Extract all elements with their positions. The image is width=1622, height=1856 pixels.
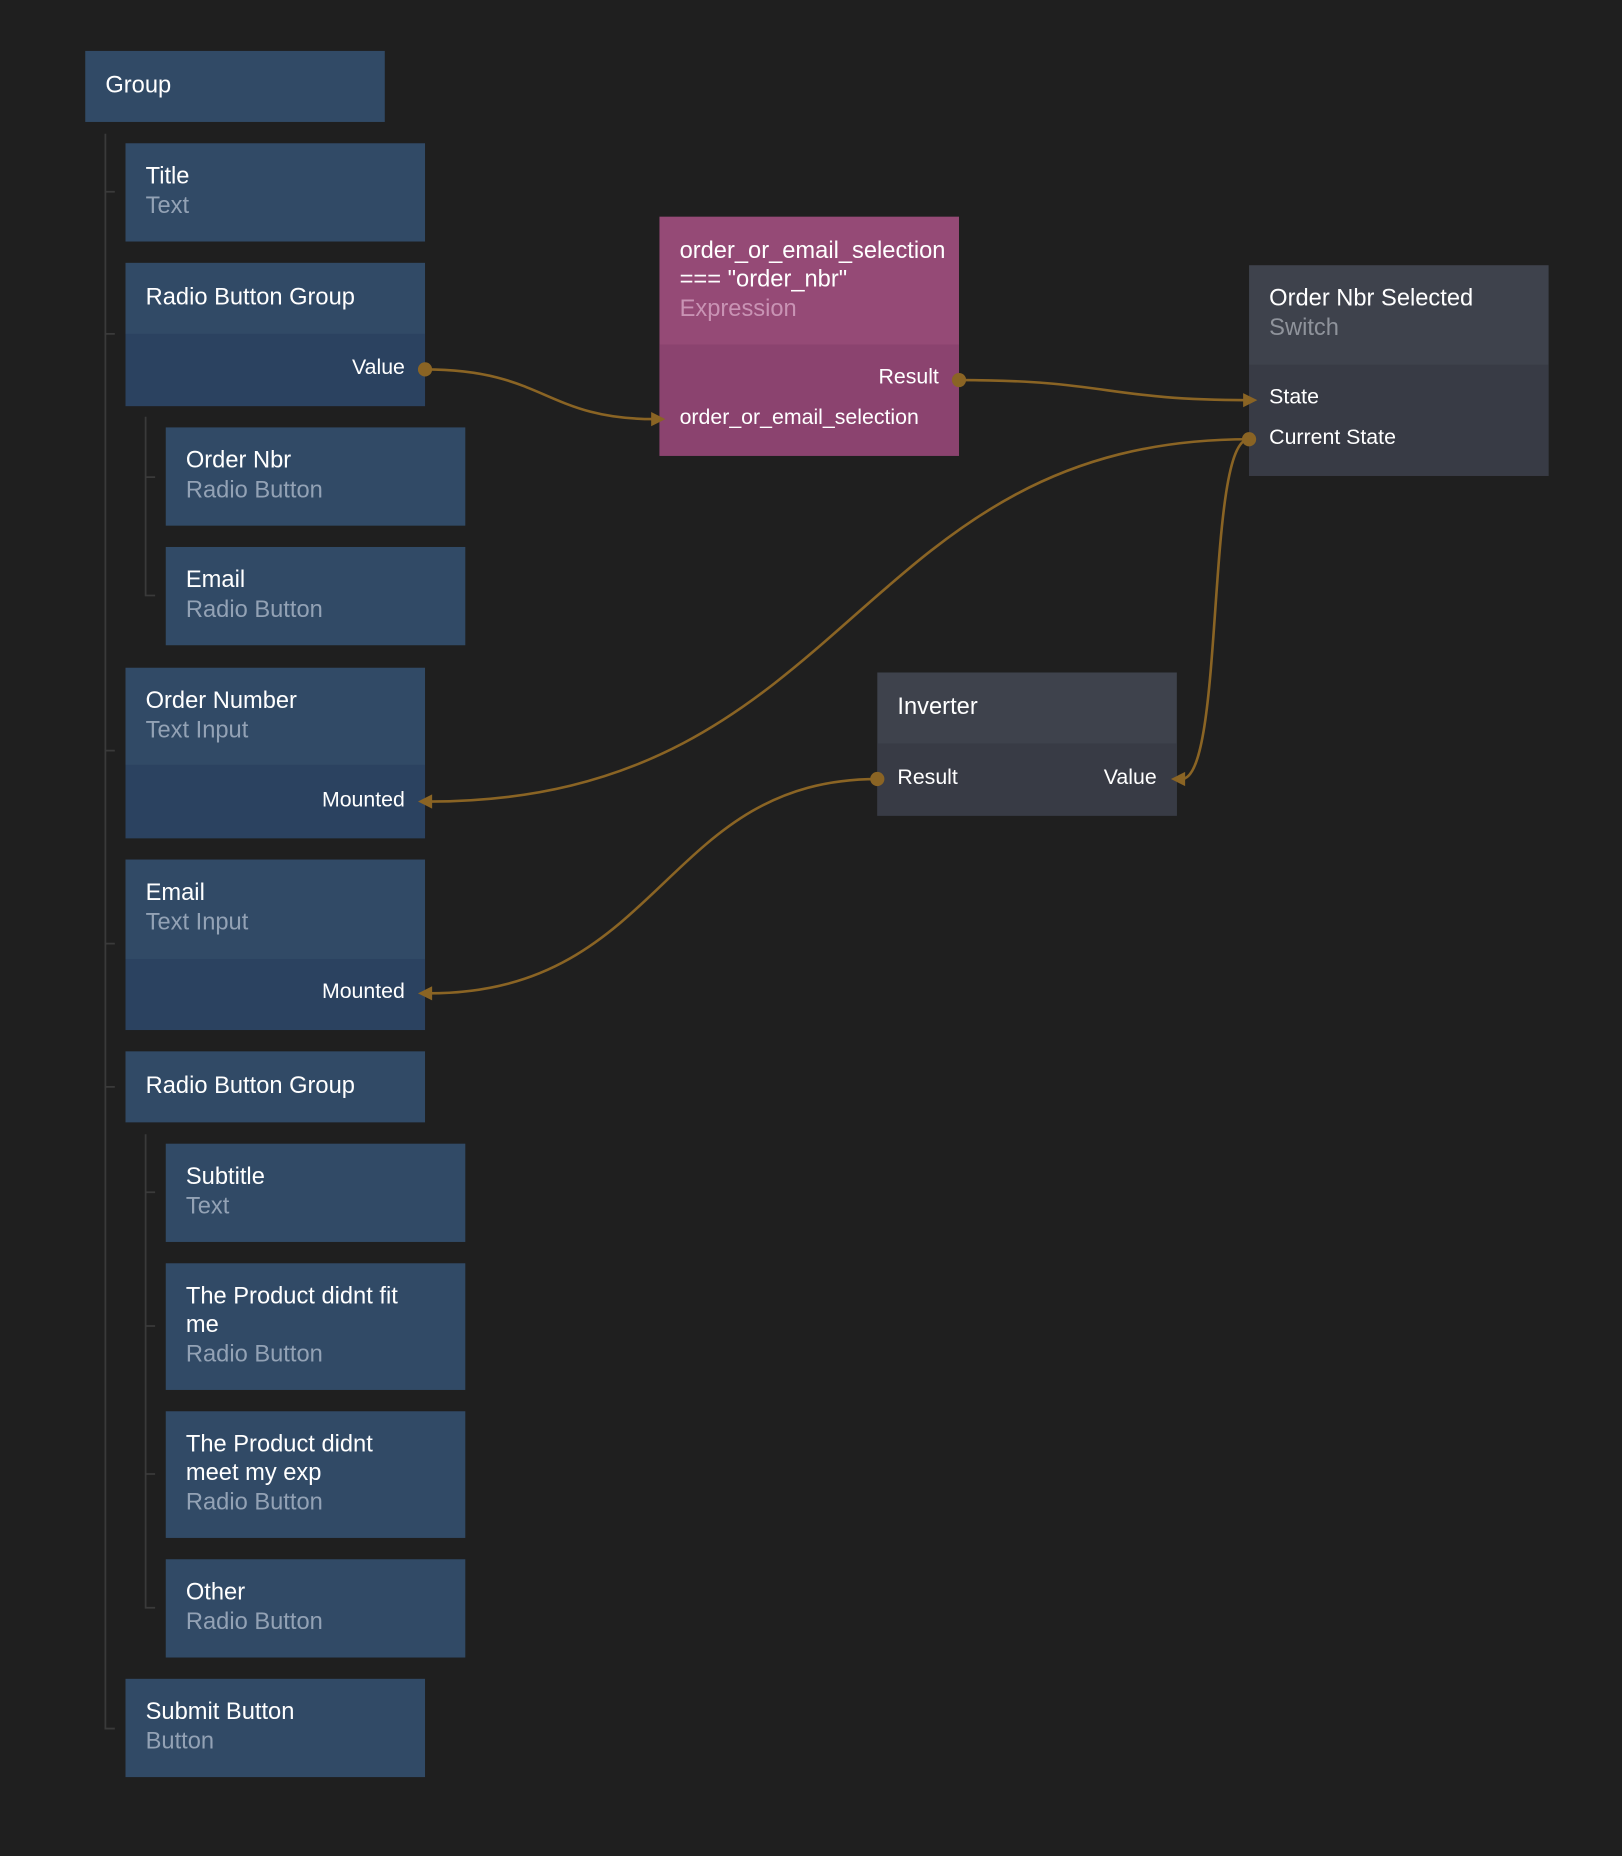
port-result[interactable]: Result	[878, 364, 939, 389]
node-title: The Product didnt fit me	[185, 1283, 398, 1338]
radio-button-group-node[interactable]: Radio Button Group Value	[125, 262, 426, 407]
node-type: Radio Button	[185, 1341, 323, 1368]
node-title: Submit Button	[145, 1698, 295, 1726]
port-state[interactable]: State	[1269, 384, 1319, 409]
order-number-input-node[interactable]: Order Number Text Input Mounted	[125, 667, 426, 839]
port-current-state[interactable]: Current State	[1269, 425, 1396, 449]
port-value[interactable]: Value	[1103, 764, 1157, 789]
node-type: Text	[185, 1193, 230, 1220]
node-title: Order Nbr	[185, 447, 292, 474]
port-mounted[interactable]: Mounted	[321, 787, 405, 811]
node-title: Other	[185, 1579, 246, 1606]
subtitle-text-node[interactable]: Subtitle Text	[165, 1143, 466, 1242]
node-type: Switch	[1269, 314, 1339, 341]
email-radio-node[interactable]: Email Radio Button	[165, 546, 466, 646]
node-title: Email	[145, 879, 205, 906]
inverter-node[interactable]: Inverter Result Value	[877, 672, 1177, 816]
node-type: Expression	[679, 295, 797, 323]
node-title: order_or_email_selection === "order_nbr"	[679, 237, 946, 293]
node-title: Order Nbr Selected	[1269, 285, 1474, 312]
port-input[interactable]: order_or_email_selection	[679, 404, 919, 429]
node-title: Email	[185, 567, 246, 594]
node-type: Text Input	[145, 717, 249, 744]
product-fit-radio-node[interactable]: The Product didnt fit me Radio Button	[165, 1263, 466, 1390]
node-type: Text Input	[145, 909, 249, 936]
node-type: Radio Button	[185, 596, 323, 623]
port-value[interactable]: Value	[351, 355, 405, 379]
port-mounted[interactable]: Mounted	[321, 979, 405, 1003]
node-title: The Product didnt meet my exp	[185, 1431, 373, 1486]
node-title: Subtitle	[185, 1163, 265, 1190]
product-exp-radio-node[interactable]: The Product didnt meet my exp Radio Butto…	[165, 1411, 466, 1538]
expression-node[interactable]: order_or_email_selection === "order_nbr"…	[659, 216, 959, 456]
node-title: Title	[145, 163, 190, 190]
node-title: Inverter	[897, 693, 978, 720]
radio-button-group-2-node[interactable]: Radio Button Group	[125, 1051, 426, 1123]
node-type: Radio Button	[185, 1608, 323, 1636]
order-nbr-radio-node[interactable]: Order Nbr Radio Button	[165, 427, 466, 526]
port-result[interactable]: Result	[897, 764, 958, 789]
title-text-node[interactable]: Title Text	[125, 143, 426, 242]
node-type: Text	[145, 192, 190, 220]
node-type: Radio Button	[185, 477, 323, 504]
other-radio-node[interactable]: Other Radio Button	[165, 1559, 466, 1658]
email-input-node[interactable]: Email Text Input Mounted	[125, 859, 426, 1031]
node-type: Button	[145, 1728, 215, 1755]
group-node[interactable]: Group	[85, 50, 385, 122]
node-title: Group	[105, 72, 172, 99]
node-title: Order Number	[145, 687, 297, 714]
node-title: Radio Button Group	[145, 1072, 355, 1099]
switch-node[interactable]: Order Nbr Selected Switch State Current S…	[1249, 265, 1549, 476]
submit-button-node[interactable]: Submit Button Button	[125, 1678, 426, 1778]
node-type: Radio Button	[185, 1489, 323, 1516]
node-title: Radio Button Group	[145, 284, 355, 311]
